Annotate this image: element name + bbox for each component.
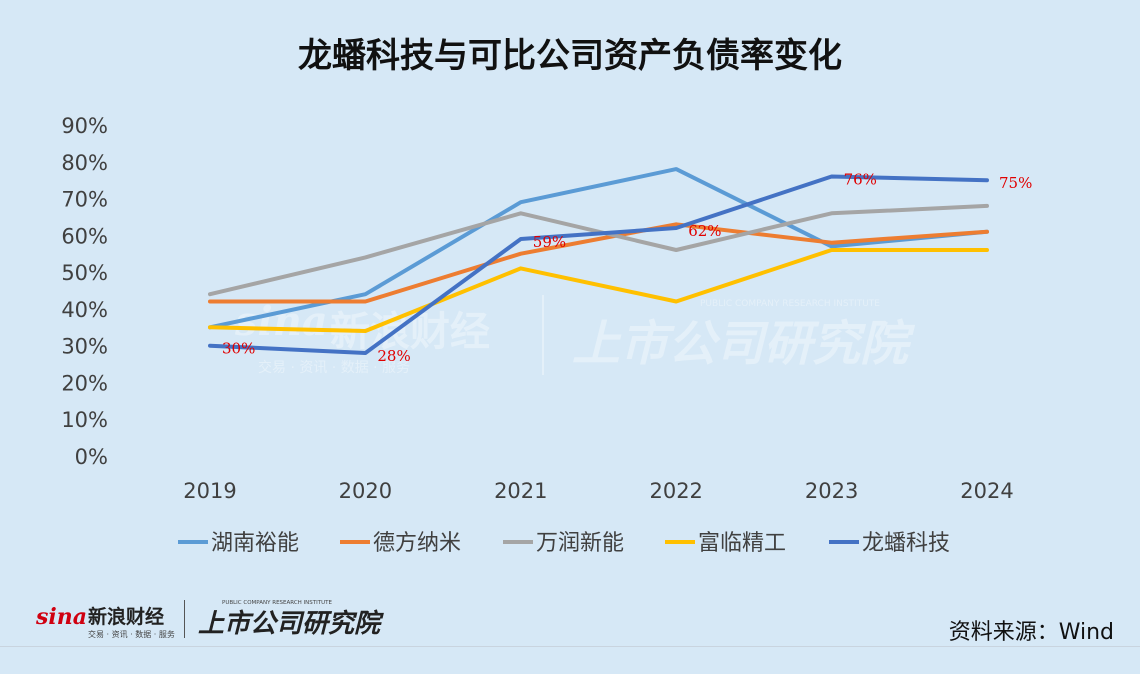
watermark-institute: 上市公司研究院 (572, 316, 916, 372)
y-tick-label: 40% (61, 298, 108, 322)
y-tick-label: 60% (61, 224, 108, 248)
institute-name: 上市公司研究院 (198, 609, 384, 639)
footer-logo: sina 新浪财经 交易 · 资讯 · 数据 · 服务 PUBLIC COMPA… (36, 600, 384, 639)
x-tick-label: 2021 (494, 479, 547, 503)
legend: 湖南裕能 德方纳米 万润新能 富临精工 龙蟠科技 (178, 531, 950, 556)
y-tick-label: 30% (61, 335, 108, 359)
data-label: 28% (377, 347, 410, 365)
data-label: 30% (222, 340, 255, 358)
legend-label: 万润新能 (536, 531, 624, 556)
y-tick-label: 20% (61, 371, 108, 395)
data-label: 75% (999, 174, 1032, 192)
y-tick-label: 70% (61, 188, 108, 212)
brand-name: 新浪财经 (88, 605, 164, 628)
series-line (208, 222, 989, 304)
legend-label: 湖南裕能 (211, 531, 299, 556)
data-label: 76% (844, 170, 877, 188)
legend-label: 德方纳米 (373, 531, 461, 556)
y-axis: 0% 10% 20% 30% 40% 50% 60% 70% 80% 90% (61, 114, 108, 469)
legend-label: 龙蟠科技 (862, 531, 950, 556)
data-label: 62% (688, 222, 721, 240)
x-tick-label: 2023 (805, 479, 858, 503)
legend-label: 富临精工 (698, 531, 786, 556)
data-label: 59% (533, 233, 566, 251)
watermark-sub: 交易 · 资讯 · 数据 · 服务 (258, 359, 410, 376)
x-tick-label: 2020 (339, 479, 392, 503)
sina-logo-text: sina (36, 604, 87, 630)
series-lines (208, 167, 989, 355)
source-note: 资料来源：Wind (948, 620, 1114, 645)
y-tick-label: 90% (61, 114, 108, 138)
y-tick-label: 0% (75, 445, 108, 469)
institute-english: PUBLIC COMPANY RESEARCH INSTITUTE (222, 600, 333, 606)
y-tick-label: 80% (61, 151, 108, 175)
x-tick-label: 2022 (649, 479, 702, 503)
data-labels: 30% 28% 59% 62% 76% 75% (222, 170, 1032, 365)
chart-title: 龙蟠科技与可比公司资产负债率变化 (298, 36, 842, 76)
series-line (208, 174, 989, 355)
watermark-institute-en: PUBLIC COMPANY RESEARCH INSTITUTE (700, 299, 880, 309)
logo-divider (184, 600, 185, 638)
brand-subtitle: 交易 · 资讯 · 数据 · 服务 (88, 629, 175, 639)
watermark-divider (542, 295, 544, 375)
x-tick-label: 2019 (183, 479, 236, 503)
y-tick-label: 10% (61, 408, 108, 432)
x-tick-label: 2024 (960, 479, 1013, 503)
y-tick-label: 50% (61, 261, 108, 285)
series-line (208, 248, 989, 333)
footer-divider (0, 646, 1140, 647)
x-axis: 2019 2020 2021 2022 2023 2024 (183, 479, 1013, 503)
